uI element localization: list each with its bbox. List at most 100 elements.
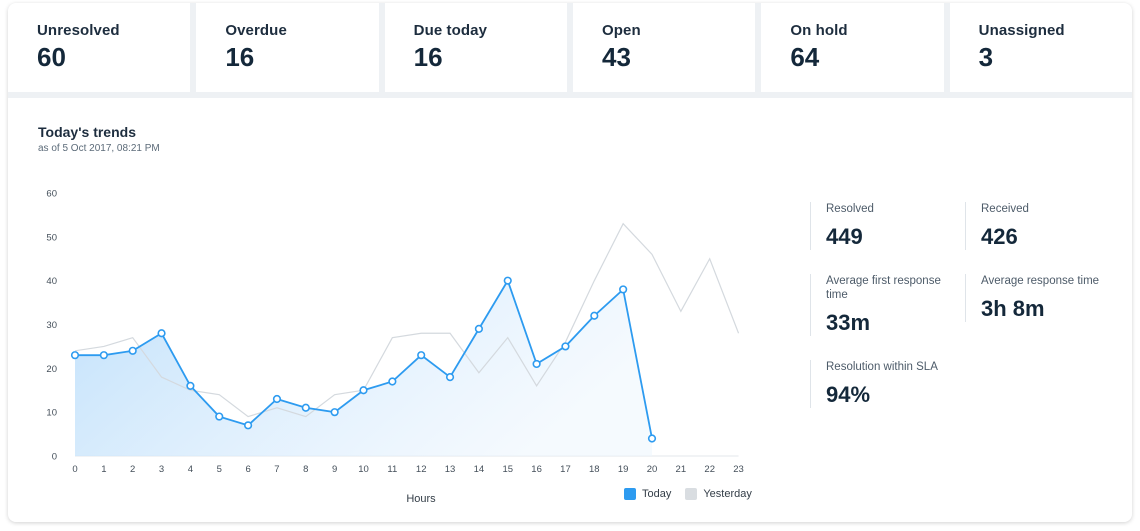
stat-avg-first-response: Average first response time 33m bbox=[810, 274, 960, 336]
today-data-point[interactable] bbox=[532, 359, 541, 369]
legend-swatch-today bbox=[624, 488, 636, 500]
x-tick-label: 5 bbox=[217, 464, 222, 475]
summary-cards: Unresolved 60 Overdue 16 Due today 16 Op… bbox=[8, 3, 1132, 92]
today-data-point[interactable] bbox=[301, 403, 310, 412]
today-data-point[interactable] bbox=[157, 329, 166, 338]
trends-subtitle: as of 5 Oct 2017, 08:21 PM bbox=[38, 143, 160, 154]
x-tick-label: 6 bbox=[245, 464, 250, 475]
stat-label: Received bbox=[981, 203, 1029, 215]
card-open[interactable]: Open 43 bbox=[572, 3, 756, 92]
x-tick-label: 22 bbox=[704, 464, 715, 475]
stat-label: Resolved bbox=[826, 203, 874, 215]
card-unassigned[interactable]: Unassigned 3 bbox=[949, 3, 1132, 92]
x-tick-label: 3 bbox=[159, 464, 164, 475]
x-tick-label: 4 bbox=[188, 464, 193, 475]
today-data-point[interactable] bbox=[619, 285, 628, 294]
legend-item-yesterday[interactable]: Yesterday bbox=[685, 488, 752, 500]
x-tick-label: 8 bbox=[303, 464, 308, 475]
today-data-point[interactable] bbox=[215, 412, 224, 421]
today-data-point[interactable] bbox=[272, 394, 282, 404]
today-data-point[interactable] bbox=[388, 377, 397, 386]
today-data-point[interactable] bbox=[445, 373, 455, 382]
x-tick-label: 23 bbox=[733, 464, 744, 475]
stat-label: Resolution within SLA bbox=[826, 361, 938, 373]
card-label: Due today bbox=[413, 22, 488, 39]
x-tick-label: 18 bbox=[589, 464, 600, 475]
stat-value: 3h 8m bbox=[981, 296, 1045, 321]
x-tick-label: 12 bbox=[416, 464, 427, 475]
stat-resolved: Resolved 449 bbox=[810, 202, 960, 250]
x-tick-label: 0 bbox=[72, 464, 77, 475]
x-tick-label: 19 bbox=[618, 464, 629, 475]
stat-resolution-sla: Resolution within SLA 94% bbox=[810, 360, 960, 408]
card-unresolved[interactable]: Unresolved 60 bbox=[8, 3, 191, 92]
card-value: 64 bbox=[790, 42, 820, 72]
today-data-point[interactable] bbox=[417, 351, 426, 360]
stat-label: Average response time bbox=[981, 275, 1100, 287]
x-tick-label: 1 bbox=[101, 464, 106, 475]
stat-received: Received 426 bbox=[965, 202, 1115, 250]
y-tick-label: 0 bbox=[52, 452, 57, 463]
x-tick-label: 9 bbox=[332, 464, 337, 475]
today-data-point[interactable] bbox=[647, 434, 657, 443]
x-tick-label: 17 bbox=[560, 464, 571, 475]
y-tick-label: 40 bbox=[46, 276, 57, 287]
today-data-point[interactable] bbox=[590, 311, 599, 320]
card-overdue[interactable]: Overdue 16 bbox=[196, 3, 379, 92]
card-label: Overdue bbox=[225, 22, 287, 39]
today-data-point[interactable] bbox=[128, 346, 137, 355]
card-label: On hold bbox=[790, 22, 848, 39]
y-tick-label: 10 bbox=[46, 408, 57, 419]
today-data-point[interactable] bbox=[70, 351, 80, 360]
y-tick-label: 60 bbox=[46, 189, 57, 200]
y-tick-label: 30 bbox=[46, 320, 57, 331]
card-value: 16 bbox=[225, 42, 255, 72]
y-tick-label: 20 bbox=[46, 364, 57, 375]
card-label: Unassigned bbox=[978, 22, 1065, 39]
card-value: 16 bbox=[413, 42, 443, 72]
today-data-point[interactable] bbox=[186, 381, 195, 390]
today-data-point[interactable] bbox=[359, 386, 368, 395]
x-tick-label: 20 bbox=[647, 464, 658, 475]
card-value: 60 bbox=[37, 42, 66, 72]
card-label: Unresolved bbox=[37, 22, 120, 39]
card-value: 3 bbox=[978, 42, 994, 72]
today-data-point[interactable] bbox=[330, 408, 339, 417]
today-data-point[interactable] bbox=[244, 421, 253, 430]
x-tick-label: 2 bbox=[130, 464, 135, 475]
chart-legend: Today Yesterday bbox=[624, 488, 766, 500]
today-data-point[interactable] bbox=[561, 342, 570, 351]
today-area bbox=[75, 280, 652, 456]
x-tick-label: 21 bbox=[676, 464, 687, 475]
x-tick-label: 14 bbox=[474, 464, 485, 475]
trends-panel: 0 10 20 30 40 50 60 0 1 2 3 4 5 6 7 8 9 10 11 12 13 14 15 16 17… bbox=[8, 98, 1132, 522]
stat-value: 33m bbox=[826, 310, 871, 335]
x-tick-label: 15 bbox=[502, 464, 513, 475]
legend-swatch-yesterday bbox=[685, 488, 698, 500]
legend-label: Today bbox=[642, 488, 672, 500]
x-tick-label: 16 bbox=[531, 464, 542, 475]
legend-item-today[interactable]: Today bbox=[624, 488, 671, 500]
stat-avg-response: Average response time 3h 8m bbox=[965, 274, 1115, 322]
x-tick-label: 7 bbox=[274, 464, 279, 475]
stat-value: 426 bbox=[981, 224, 1018, 249]
x-axis-title: Hours bbox=[406, 493, 436, 505]
today-data-point[interactable] bbox=[99, 351, 108, 360]
x-tick-label: 11 bbox=[387, 464, 397, 475]
today-data-point[interactable] bbox=[474, 324, 484, 333]
x-tick-label: 13 bbox=[445, 464, 456, 475]
dashboard-frame: Unresolved 60 Overdue 16 Due today 16 Op… bbox=[8, 3, 1132, 522]
card-value: 43 bbox=[601, 42, 631, 72]
stat-value: 94% bbox=[826, 382, 871, 407]
today-data-point[interactable] bbox=[503, 276, 512, 285]
stat-label: Average first response time bbox=[826, 275, 941, 301]
x-tick-label: 10 bbox=[358, 464, 369, 475]
yesterday-series-line bbox=[74, 222, 740, 418]
y-tick-label: 50 bbox=[46, 232, 57, 243]
stat-value: 449 bbox=[826, 224, 863, 249]
legend-label: Yesterday bbox=[703, 488, 752, 500]
trends-title: Today's trends bbox=[38, 124, 136, 140]
card-on-hold[interactable]: On hold 64 bbox=[761, 3, 944, 92]
card-due-today[interactable]: Due today 16 bbox=[384, 3, 567, 92]
